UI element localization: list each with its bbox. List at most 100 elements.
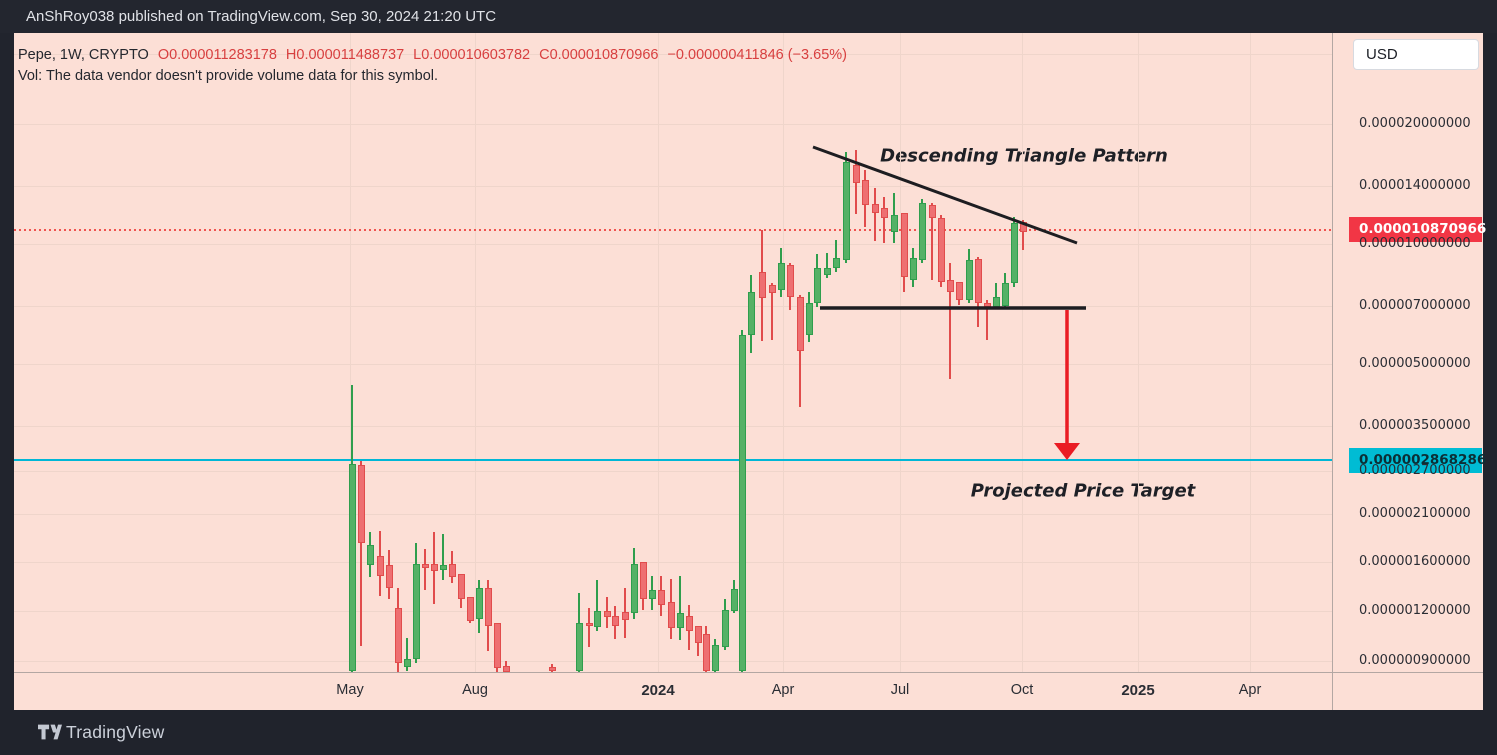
candle [721,609,729,648]
price-tick-label: 0.000020000000 [1359,116,1471,131]
price-gridline [14,185,1332,187]
time-tick-label: Oct [1010,682,1034,698]
chart-area: Descending Triangle Pattern Projected Pr… [14,33,1486,710]
candle [603,611,611,618]
candle [832,258,840,269]
candle [747,292,755,335]
candle [475,588,483,619]
symbol-title: Pepe, 1W, CRYPTO [18,47,149,63]
price-tick-label: 0.000003500000 [1359,417,1471,433]
ohlc-change: −0.000000411846 (−3.65%) [667,47,847,63]
candle [639,561,647,599]
price-tick-label: 0.000001200000 [1359,603,1471,619]
candle [403,659,411,667]
candle-wick [826,252,828,279]
candle-wick [835,240,837,273]
candle [937,217,945,282]
candle [376,556,384,577]
price-axis[interactable]: USD 0.000010870966 0.000002868286 0.0000… [1334,33,1486,672]
price-tick-label: 0.000001600000 [1359,553,1471,569]
plot-area[interactable]: Descending Triangle Pattern Projected Pr… [14,33,1332,672]
price-gridline [14,53,1332,55]
candle [890,215,898,233]
candle-wick [771,282,773,341]
last-price-badge: 0.000010870966 [1349,217,1486,243]
time-tick-label: Aug [462,682,488,698]
candle [667,601,675,628]
candle [585,622,593,627]
currency-button[interactable]: USD [1353,39,1479,70]
candle [348,463,356,671]
candle-wick [679,576,681,641]
candle [484,588,492,627]
price-gridline [14,305,1332,307]
candle [630,563,638,613]
candle [786,265,794,298]
price-gridline [14,244,1332,246]
descending-triangle-annotation: Descending Triangle Pattern [880,145,1168,167]
candle [448,564,456,577]
price-gridline [14,364,1332,366]
candle [412,563,420,660]
candle [685,615,693,632]
pattern-drawings [812,145,1086,460]
time-axis[interactable]: May Aug 2024 Apr Jul Oct 2025 Apr [14,673,1332,710]
price-axis-separator [1332,33,1333,710]
candle [768,284,776,293]
time-tick-label: 2025 [1121,682,1155,699]
candle [575,623,583,671]
candle [758,272,766,299]
candle [738,334,746,671]
candle [871,204,879,213]
candle [457,573,465,600]
ohlc-open: O0.000011283178 [157,47,277,63]
candle [880,208,888,218]
volume-note: Vol: The data vendor doesn't provide vol… [18,68,439,84]
candle [493,623,501,668]
time-axis-separator [14,672,1483,673]
tradingview-logo-icon[interactable] [38,724,62,740]
candle [796,297,804,352]
price-tick-label: 0.000014000000 [1359,177,1471,193]
candle-wick [931,203,933,281]
candle [657,589,665,605]
candle [502,666,510,672]
candle [357,464,365,543]
candle-wick [949,263,951,380]
price-gridline [14,661,1332,663]
candle [852,164,860,184]
branding-bar: TradingView [0,710,1497,755]
time-gridline [658,33,659,672]
candle [548,667,556,671]
attribution-text: AnShRoy038 published on TradingView.com,… [26,8,497,25]
candle-wick [424,548,426,590]
candle-wick [883,197,885,244]
time-gridline [1138,33,1139,672]
candle-wick [588,608,590,648]
projected-price-target-annotation: Projected Price Target [970,480,1196,502]
candle [702,633,710,671]
candle [621,612,629,621]
candle [439,564,447,571]
time-gridline [1250,33,1251,672]
candle [974,259,982,304]
price-tick-label: 0.000000900000 [1359,653,1471,669]
candle [1010,222,1018,283]
ohlc-high: H0.000011488737 [285,47,405,63]
time-gridline [783,33,784,672]
time-tick-label: Apr [771,682,795,698]
candle [730,589,738,612]
current-price-line [14,228,1332,231]
candle [946,280,954,292]
time-gridline [475,33,476,672]
price-tick-label: 0.000007000000 [1359,297,1471,313]
tradingview-logo-text[interactable]: TradingView [66,722,165,742]
candle [648,589,656,599]
candle [430,564,438,572]
time-tick-label: Jul [890,682,910,698]
candle [421,563,429,568]
ohlc-close: C0.000010870966 [539,47,659,63]
candle-wick [986,300,988,341]
target-price-badge: 0.000002868286 [1349,447,1486,473]
